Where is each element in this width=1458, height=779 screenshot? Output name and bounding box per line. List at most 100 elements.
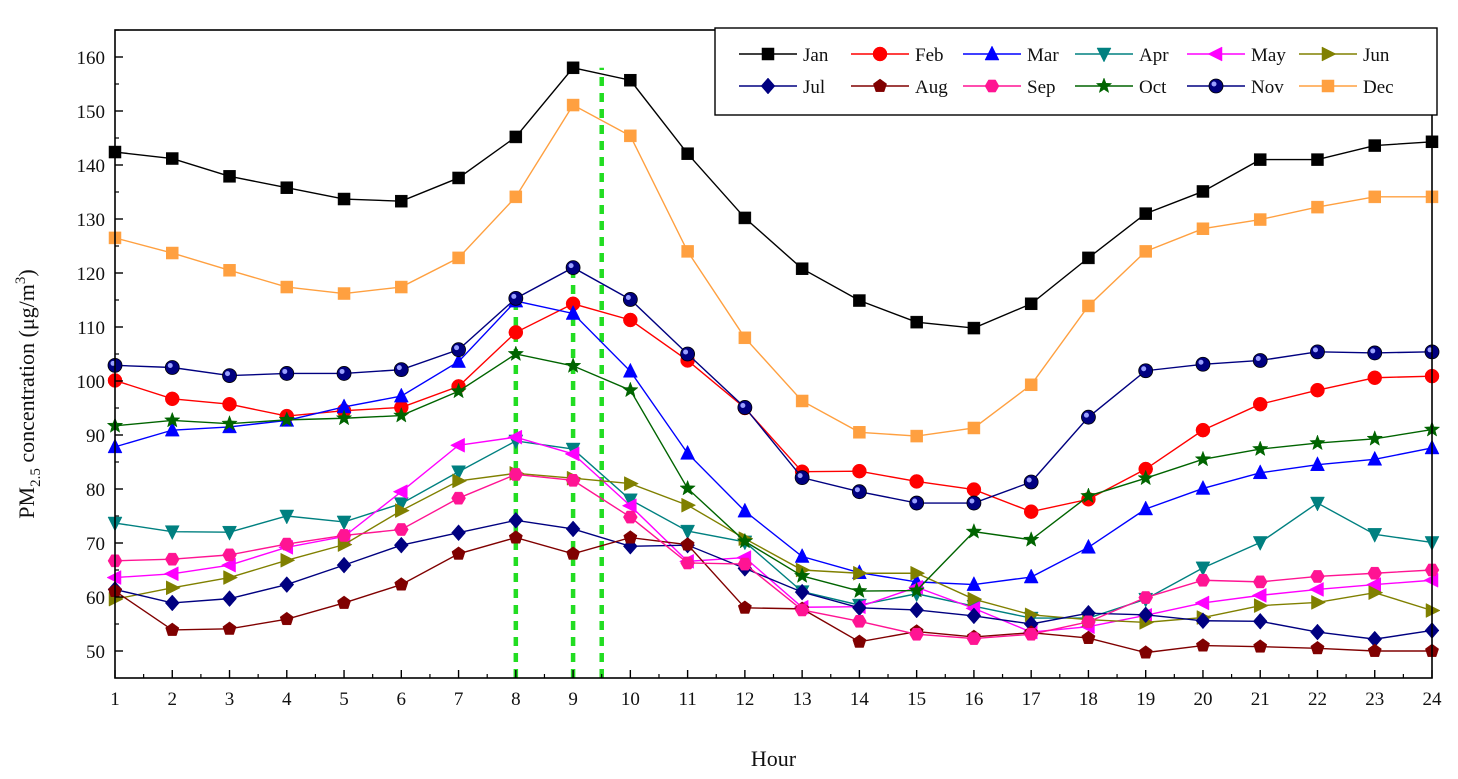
x-tick-label: 14	[850, 689, 870, 710]
x-tick-label: 24	[1423, 689, 1443, 710]
data-point-aug	[680, 537, 695, 551]
data-point-may	[450, 437, 465, 453]
data-point-oct	[1080, 487, 1097, 504]
data-point-feb	[222, 396, 237, 412]
data-point-oct	[679, 479, 696, 496]
y-tick-label: 60	[86, 588, 105, 609]
data-point-feb	[852, 463, 867, 479]
data-point-may	[564, 446, 580, 462]
data-point-may	[1251, 587, 1267, 603]
y-tick-label: 130	[77, 210, 106, 231]
legend-label: Jun	[1363, 45, 1390, 66]
legend-item-feb: Feb	[851, 45, 944, 66]
data-point-jan	[1139, 207, 1152, 220]
legend-label: Oct	[1139, 77, 1167, 98]
data-point-jul	[451, 524, 466, 542]
data-point-feb	[966, 482, 982, 497]
data-point-oct	[851, 582, 868, 599]
data-point-aug	[165, 622, 180, 636]
data-point-nov	[222, 368, 237, 384]
legend-marker	[1208, 78, 1224, 94]
data-point-oct	[736, 532, 754, 549]
data-point-nov-highlight	[339, 368, 345, 374]
data-point-aug	[852, 634, 867, 648]
data-point-jun	[967, 591, 983, 607]
data-point-sep	[1023, 627, 1039, 641]
data-point-dec	[1024, 378, 1038, 392]
y-tick-label: 80	[86, 480, 105, 501]
series-oct	[106, 345, 1441, 599]
data-point-nov	[279, 366, 295, 381]
series-line-oct	[114, 353, 1433, 592]
data-point-sep	[794, 603, 810, 617]
data-point-dec	[337, 287, 351, 300]
y-tick-label: 110	[77, 318, 105, 339]
data-point-oct	[908, 581, 925, 598]
data-point-nov-highlight	[1198, 359, 1204, 365]
data-point-feb	[1252, 396, 1268, 412]
x-tick-label: 8	[511, 689, 521, 710]
data-point-dec	[223, 264, 236, 277]
data-point-jan	[681, 147, 694, 160]
data-point-jan	[967, 321, 981, 335]
data-point-nov	[622, 292, 638, 307]
legend-item-jun: Jun	[1299, 45, 1390, 66]
data-point-dec	[280, 280, 294, 294]
legend-marker	[1095, 77, 1113, 94]
data-point-jan	[624, 73, 637, 87]
data-point-nov	[393, 362, 409, 378]
data-point-nov-highlight	[1312, 347, 1318, 353]
data-point-nov-highlight	[625, 294, 631, 300]
data-point-oct	[507, 345, 525, 362]
data-point-dec	[1368, 190, 1381, 204]
legend-item-mar: Mar	[963, 45, 1059, 66]
data-point-jul	[966, 607, 982, 625]
data-point-jul	[279, 576, 295, 593]
x-tick-label: 13	[793, 689, 812, 710]
data-point-nov	[794, 470, 810, 486]
data-point-mar	[565, 304, 581, 320]
data-point-jan	[452, 171, 465, 185]
series-jan	[108, 61, 1439, 335]
data-point-nov-highlight	[740, 402, 746, 408]
data-point-dec	[1082, 299, 1095, 313]
data-point-may	[507, 429, 523, 445]
data-point-jan	[223, 170, 236, 183]
data-point-apr	[1252, 536, 1268, 552]
data-point-aug	[1367, 643, 1382, 657]
data-point-aug	[1310, 640, 1325, 655]
legend-label: Nov	[1251, 77, 1284, 98]
data-point-jul	[1138, 606, 1154, 624]
data-point-jun	[280, 552, 296, 568]
data-point-jul	[164, 594, 180, 612]
data-point-jan	[1024, 297, 1038, 311]
legend-item-jan: Jan	[739, 45, 829, 66]
data-point-oct	[221, 414, 238, 431]
series-dec	[108, 98, 1439, 443]
data-point-jul	[508, 511, 524, 529]
data-point-oct	[965, 522, 983, 539]
data-point-mar	[794, 547, 810, 563]
data-point-dec	[910, 429, 923, 443]
data-point-sep	[737, 557, 753, 571]
x-tick-label: 10	[621, 689, 640, 710]
data-point-nov-highlight	[683, 349, 689, 355]
data-point-sep	[451, 491, 466, 505]
data-point-nov	[1081, 409, 1096, 425]
x-tick-label: 6	[397, 689, 407, 710]
data-point-apr	[279, 509, 295, 525]
data-point-nov	[851, 484, 867, 500]
data-point-oct	[1309, 434, 1326, 451]
data-point-nov-highlight	[282, 368, 288, 374]
data-point-sep	[852, 614, 867, 628]
data-point-nov-highlight	[1083, 412, 1089, 418]
series-jul	[107, 511, 1440, 648]
legend-marker	[873, 78, 887, 92]
data-point-dec	[566, 98, 580, 112]
data-point-nov	[1138, 363, 1154, 379]
data-point-sep	[1138, 591, 1153, 604]
data-point-may	[163, 566, 179, 582]
legend-label: Mar	[1027, 45, 1059, 66]
data-point-nov-highlight	[854, 487, 860, 493]
legend-item-may: May	[1187, 45, 1286, 66]
